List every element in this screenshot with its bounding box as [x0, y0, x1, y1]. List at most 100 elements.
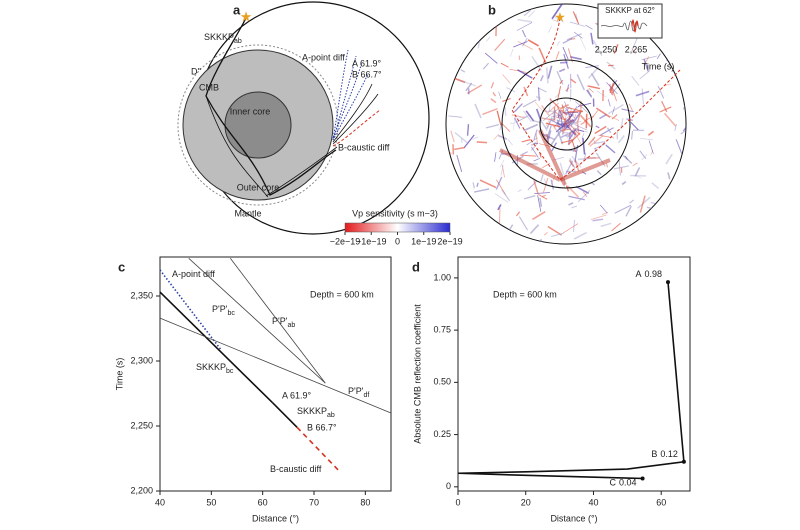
texture-stroke	[600, 127, 614, 136]
label: Mantle	[234, 208, 261, 218]
texture-stroke	[589, 135, 604, 147]
y-tick-label: 0.50	[433, 377, 451, 387]
texture-stroke	[566, 84, 570, 93]
texture-stroke	[521, 139, 531, 143]
texture-stroke	[568, 127, 577, 140]
texture-stroke	[572, 219, 576, 232]
y-axis-label: Time (s)	[114, 358, 124, 391]
texture-stroke	[593, 141, 606, 145]
texture-stroke	[657, 85, 665, 99]
x-tick-label: 60	[656, 497, 666, 507]
panel-d: d 0 20 40 60 0 0.25 0.50 0.75 1.00 Distance (°) Abs…	[412, 256, 691, 523]
texture-stroke	[565, 87, 570, 92]
ray-path	[511, 17, 681, 181]
texture-stroke	[594, 148, 597, 153]
texture-stroke	[641, 154, 648, 161]
texture-stroke	[593, 143, 606, 150]
texture-stroke	[566, 129, 573, 139]
texture-stroke	[523, 123, 539, 132]
texture-stroke	[590, 214, 607, 221]
colorbar-title: Vp sensitivity (s m−3)	[352, 208, 438, 218]
texture-stroke	[579, 114, 592, 128]
texture-stroke	[497, 204, 502, 211]
reflected-rays	[332, 83, 379, 145]
texture-stroke	[621, 108, 634, 113]
texture-stroke	[566, 120, 578, 125]
point-name: A	[635, 269, 641, 279]
x-tick-label: 70	[309, 497, 319, 507]
texture-stroke	[656, 53, 661, 60]
texture-stroke	[448, 115, 463, 118]
texture-stroke	[555, 51, 560, 60]
texture-stroke	[596, 170, 602, 176]
texture-stroke	[587, 89, 592, 98]
texture-stroke	[631, 48, 637, 55]
texture-stroke	[517, 18, 533, 23]
texture-stroke	[639, 70, 651, 80]
texture-stroke	[494, 38, 506, 51]
texture-stroke	[551, 119, 566, 129]
texture-stroke	[556, 85, 562, 102]
texture-stroke	[516, 22, 533, 31]
texture-stroke	[525, 110, 535, 122]
texture-stroke	[460, 69, 466, 73]
series-label: B-caustic diff	[270, 464, 322, 474]
texture-stroke	[651, 182, 660, 190]
texture-stroke	[559, 114, 564, 118]
inset-title: SKKKP at 62°	[605, 6, 655, 15]
x-tick-label: 20	[521, 497, 531, 507]
x-axis-label: Distance (°)	[550, 513, 597, 523]
series-label: P'P'df	[348, 386, 369, 398]
texture-stroke	[532, 211, 546, 221]
texture-stroke	[576, 120, 580, 134]
texture-stroke	[568, 202, 574, 206]
texture-stroke	[564, 117, 566, 126]
texture-stroke	[611, 222, 621, 232]
texture-stroke	[539, 197, 543, 207]
texture-stroke	[564, 122, 577, 136]
texture-stroke	[663, 112, 677, 127]
texture-stroke	[570, 37, 576, 40]
texture-stroke	[546, 133, 549, 143]
texture-stroke	[554, 92, 561, 98]
texture-stroke	[661, 100, 668, 113]
texture-stroke	[498, 91, 502, 99]
texture-stroke	[510, 48, 514, 57]
texture-stroke	[639, 195, 646, 213]
texture-stroke	[629, 199, 634, 204]
texture-stroke	[541, 117, 555, 121]
texture-stroke	[537, 195, 542, 212]
x-tick-label: 0	[455, 497, 460, 507]
series-line	[457, 282, 685, 480]
texture-stroke	[454, 132, 468, 144]
texture-stroke	[587, 136, 596, 146]
texture-stroke	[548, 97, 552, 113]
texture-stroke	[530, 142, 539, 151]
texture-stroke	[517, 69, 533, 79]
inset-axis: Time (s)	[642, 61, 675, 71]
texture-stroke	[556, 106, 565, 121]
texture-stroke	[482, 62, 490, 70]
texture-stroke	[585, 65, 599, 69]
series-subscript: bc	[227, 310, 235, 317]
texture-stroke	[607, 98, 611, 107]
y-axis-label: Absolute CMB reflection coefficient	[412, 304, 422, 444]
texture-stroke	[647, 130, 655, 136]
texture-stroke	[492, 91, 497, 97]
texture-stroke	[665, 153, 673, 165]
texture-stroke	[574, 124, 588, 131]
texture-stroke	[595, 125, 600, 129]
texture-stroke	[541, 105, 550, 117]
texture-stroke	[472, 136, 478, 140]
texture-stroke	[675, 139, 683, 155]
texture-stroke	[596, 90, 607, 98]
texture-stroke	[565, 120, 575, 125]
texture-stroke	[511, 114, 525, 119]
texture-stroke	[592, 39, 603, 57]
texture-stroke	[501, 122, 511, 132]
texture-stroke	[611, 114, 618, 120]
texture-stroke	[529, 224, 540, 235]
texture-stroke	[504, 107, 507, 116]
point-label: A 61.9°	[282, 390, 312, 400]
series-subscript: ab	[287, 322, 295, 329]
